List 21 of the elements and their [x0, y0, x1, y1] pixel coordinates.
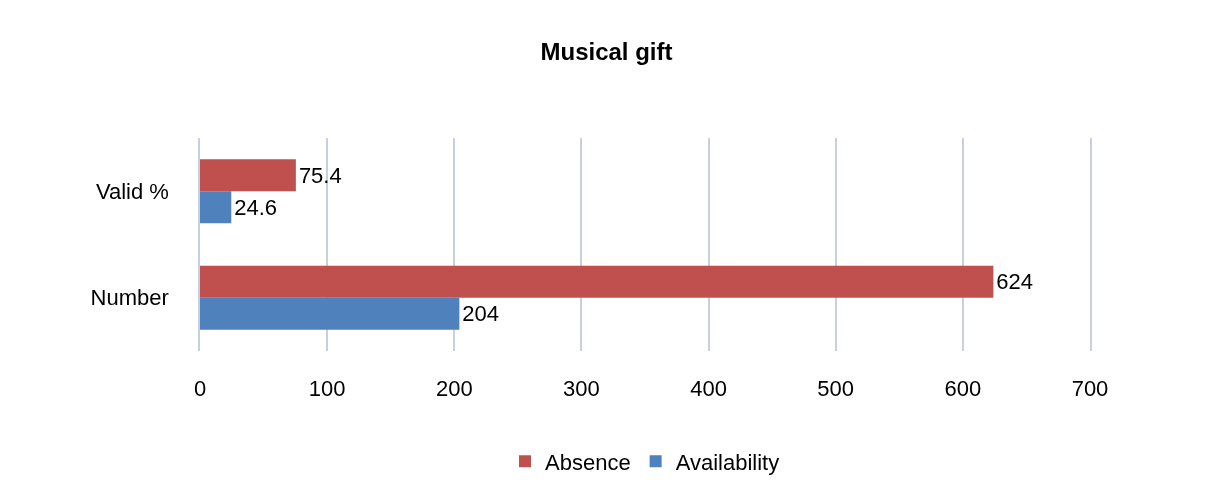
x-tick-label: 0: [193, 376, 207, 401]
bar: [200, 265, 994, 298]
x-tick-label: 700: [1071, 376, 1109, 401]
x-tick-label: 100: [308, 376, 346, 401]
bar: [200, 159, 296, 192]
legend-label: Absence: [545, 449, 631, 475]
data-label: 24.6: [234, 194, 278, 220]
y-tick-label: Valid %: [95, 178, 169, 204]
data-label: 75.4: [298, 162, 342, 188]
data-label: 624: [996, 269, 1034, 295]
x-tick-label: 200: [435, 376, 473, 401]
legend-label: Availability: [675, 449, 780, 475]
y-tick-label: Number: [90, 285, 169, 311]
x-tick-label: 600: [944, 376, 982, 401]
bar: [200, 191, 232, 224]
x-tick-label: 300: [563, 376, 600, 401]
data-label: 204: [462, 301, 500, 327]
bar: [200, 297, 460, 330]
chart-title: Musical gift: [540, 38, 673, 66]
x-tick-label: 400: [690, 376, 727, 401]
x-tick-label: 500: [817, 376, 855, 401]
